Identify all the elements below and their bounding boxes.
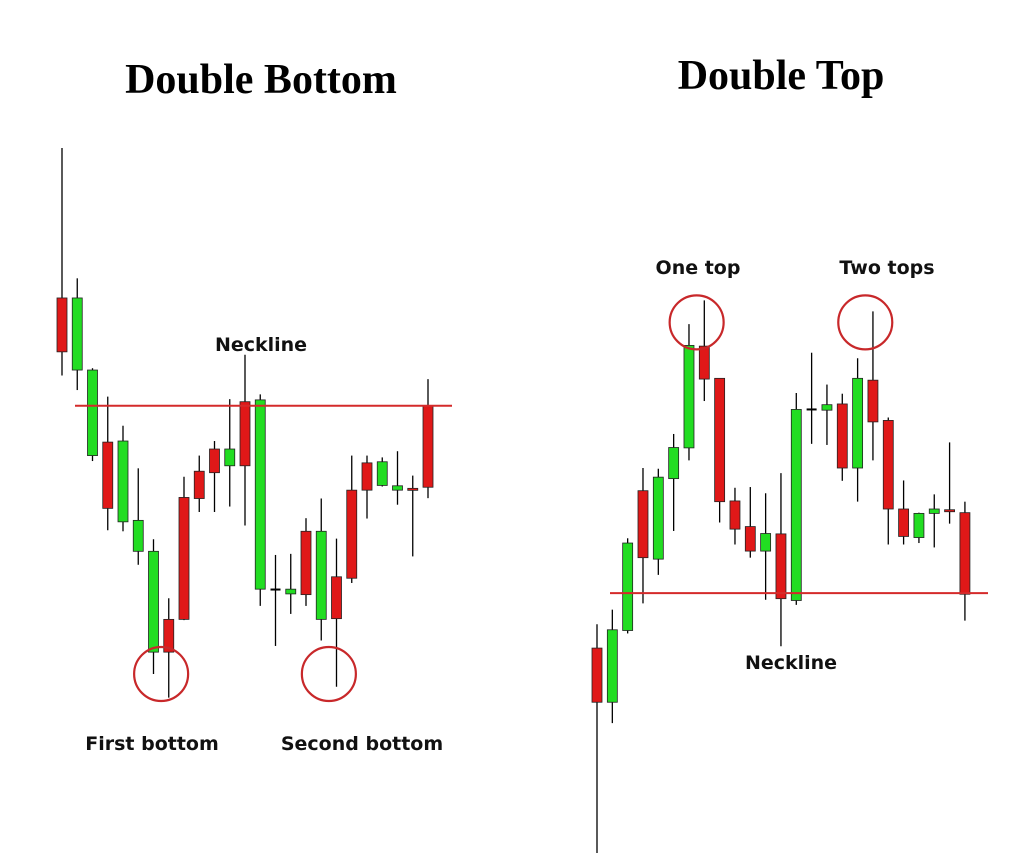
candle-bearish (836, 403, 848, 469)
candle-bearish (346, 489, 358, 579)
candle-bearish (163, 618, 175, 653)
candle-bullish (285, 588, 297, 595)
candle-bearish (178, 497, 190, 620)
candle-bearish (714, 377, 726, 503)
highlight-circle (668, 294, 725, 351)
candle-bearish (361, 462, 373, 491)
candle-bearish (209, 448, 220, 474)
two-tops-label: Two tops (839, 257, 935, 279)
candle-bearish (300, 530, 312, 596)
candle-bullish (683, 344, 695, 449)
candle-bullish (224, 448, 236, 467)
highlight-circle (133, 645, 190, 703)
candle-bullish (132, 519, 144, 552)
candle-bullish (852, 377, 864, 469)
second-bottom-label: Second bottom (280, 733, 444, 755)
candle-bullish (760, 533, 772, 552)
candle-bearish (944, 509, 955, 513)
candle-bullish (376, 461, 388, 486)
candle-bearish (637, 490, 649, 559)
candle-bearish (898, 508, 909, 537)
candle-bullish (71, 297, 83, 371)
candle-bullish (606, 629, 618, 703)
candle-bearish (729, 500, 741, 530)
candle-bearish (959, 512, 971, 595)
candle-bearish (56, 297, 68, 353)
candle-bearish (239, 401, 251, 467)
candle-bearish (744, 526, 756, 552)
highlight-circle (300, 645, 357, 703)
candle-bullish (254, 399, 266, 590)
candle-bullish (668, 447, 680, 480)
candle-bullish (87, 369, 98, 456)
candle-bearish (102, 441, 114, 509)
candle-bullish (117, 440, 129, 523)
candle-bearish (867, 379, 879, 423)
double-bottom-title: Double Bottom (125, 57, 397, 103)
candle-bearish (698, 345, 710, 380)
double-top-title: Double Top (677, 53, 885, 99)
candle-bullish (790, 409, 802, 601)
candle-bullish (652, 476, 664, 560)
highlight-circle (837, 294, 894, 351)
candle-bearish (193, 470, 205, 499)
candle-bearish (407, 487, 419, 491)
candle-bullish (392, 485, 403, 491)
candle-bearish (591, 647, 603, 703)
left-neckline-label: Neckline (214, 334, 308, 356)
candle-bullish (928, 508, 940, 514)
candle-bearish (775, 533, 787, 600)
candle-bullish (315, 530, 327, 620)
candle-bearish (882, 420, 894, 510)
candle-bullish (622, 542, 634, 631)
one-top-label: One top (655, 257, 741, 279)
candle-bearish (331, 576, 342, 620)
candle-bullish (913, 512, 925, 538)
right-neckline-label: Neckline (744, 652, 838, 674)
candle-bullish (148, 550, 159, 653)
first-bottom-label: First bottom (85, 733, 219, 755)
candle-bullish (821, 404, 833, 411)
candle-bearish (422, 405, 434, 488)
